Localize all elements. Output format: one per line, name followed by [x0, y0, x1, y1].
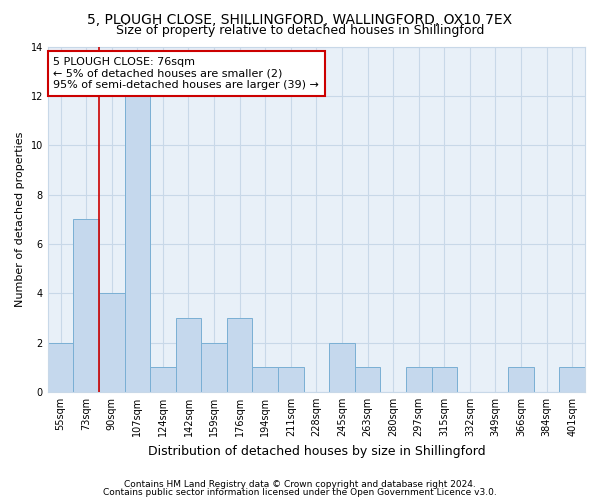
Bar [150, 368, 176, 392]
X-axis label: Distribution of detached houses by size in Shillingford: Distribution of detached houses by size … [148, 444, 485, 458]
Bar [125, 96, 150, 392]
Bar [355, 368, 380, 392]
Bar [406, 368, 431, 392]
Bar [201, 342, 227, 392]
Bar [329, 342, 355, 392]
Text: Contains public sector information licensed under the Open Government Licence v3: Contains public sector information licen… [103, 488, 497, 497]
Bar [508, 368, 534, 392]
Y-axis label: Number of detached properties: Number of detached properties [15, 132, 25, 307]
Bar [253, 368, 278, 392]
Bar [73, 219, 99, 392]
Bar [227, 318, 253, 392]
Bar [48, 342, 73, 392]
Text: Contains HM Land Registry data © Crown copyright and database right 2024.: Contains HM Land Registry data © Crown c… [124, 480, 476, 489]
Bar [559, 368, 585, 392]
Bar [278, 368, 304, 392]
Text: Size of property relative to detached houses in Shillingford: Size of property relative to detached ho… [116, 24, 484, 37]
Text: 5 PLOUGH CLOSE: 76sqm
← 5% of detached houses are smaller (2)
95% of semi-detach: 5 PLOUGH CLOSE: 76sqm ← 5% of detached h… [53, 57, 319, 90]
Text: 5, PLOUGH CLOSE, SHILLINGFORD, WALLINGFORD, OX10 7EX: 5, PLOUGH CLOSE, SHILLINGFORD, WALLINGFO… [88, 12, 512, 26]
Bar [176, 318, 201, 392]
Bar [431, 368, 457, 392]
Bar [99, 293, 125, 392]
